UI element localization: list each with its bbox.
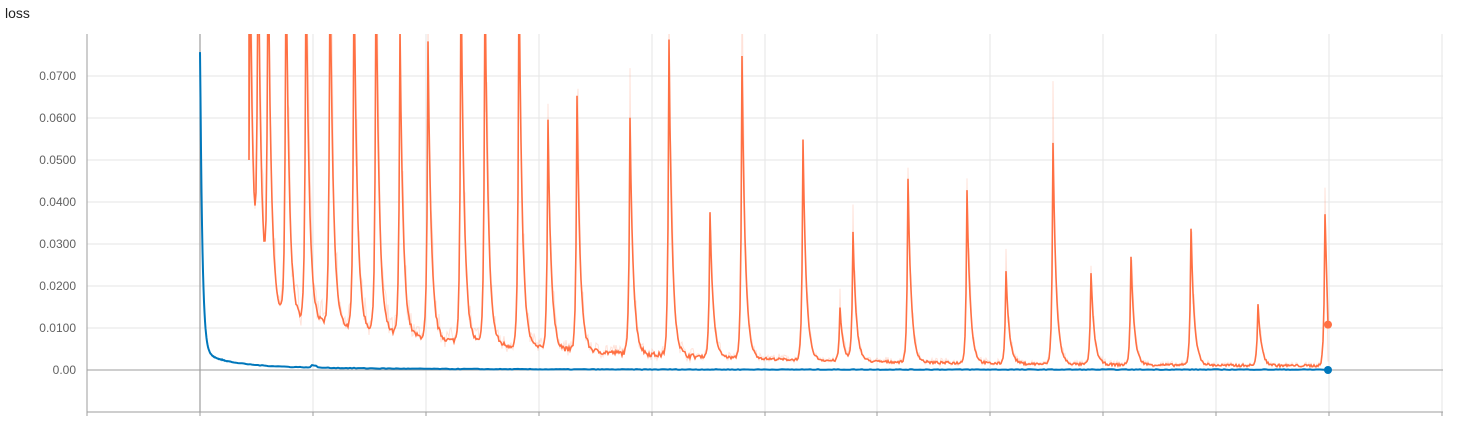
blue-series-line: [199, 52, 1329, 371]
y-tick-label: 0.0600: [39, 111, 76, 125]
y-tick-label: 0.0400: [39, 195, 76, 209]
y-tick-label: 0.0100: [39, 321, 76, 335]
y-tick-label: 0.0500: [39, 153, 76, 167]
y-tick-labels: 0.00 0.0100 0.0200 0.0300 0.0400 0.0500 0.0600…: [39, 69, 76, 377]
y-tick-label: 0.0300: [39, 237, 76, 251]
orange-series-raw-line: [248, 34, 1329, 370]
chart-title: loss: [5, 5, 30, 21]
y-tick-label: 0.0200: [39, 279, 76, 293]
horizontal-grid: [87, 75, 1443, 371]
orange-series-end-marker[interactable]: [1324, 320, 1332, 329]
blue-series-end-marker[interactable]: [1324, 366, 1332, 374]
orange-series-line: [248, 34, 1329, 369]
y-tick-label: 0.00: [53, 363, 77, 377]
y-tick-label: 0.0700: [39, 69, 76, 83]
